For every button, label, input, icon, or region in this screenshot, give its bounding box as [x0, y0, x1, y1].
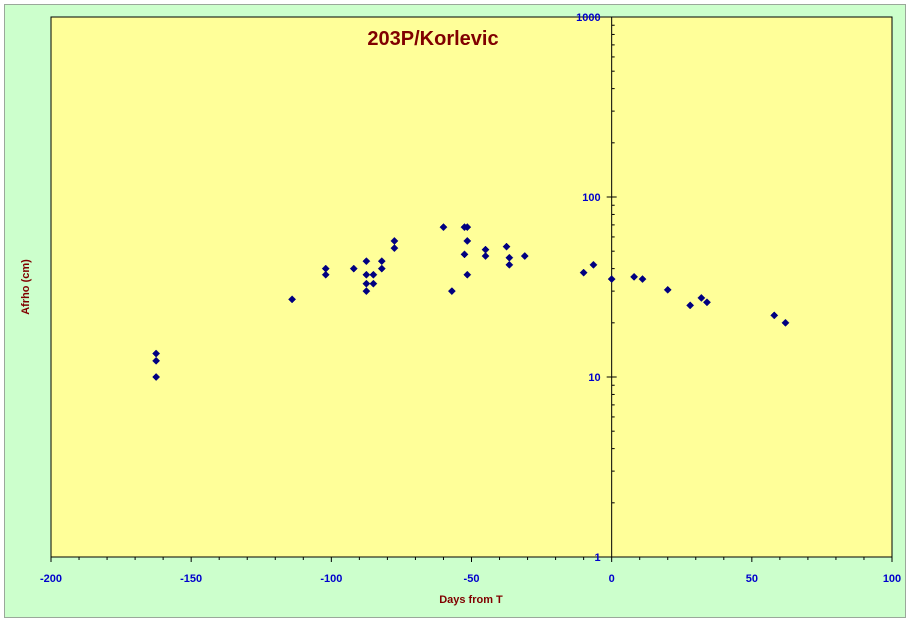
y-tick-label: 100 — [582, 192, 600, 204]
data-point — [781, 318, 790, 327]
data-point — [703, 298, 711, 307]
data-point — [390, 244, 399, 253]
data-point — [638, 275, 647, 284]
y-axis-ticks: 1 10 100 1000 — [576, 12, 617, 564]
data-point — [377, 264, 386, 273]
x-tick-label: 0 — [609, 573, 615, 585]
y-tick-label: 10 — [588, 372, 600, 384]
data-point — [288, 295, 297, 304]
data-point — [463, 236, 472, 245]
data-point — [630, 272, 639, 281]
data-point — [369, 270, 378, 279]
x-tick-label: 100 — [883, 573, 901, 585]
data-point — [663, 285, 672, 294]
data-points — [152, 223, 790, 381]
data-point — [349, 264, 358, 273]
data-point — [607, 275, 616, 284]
data-point — [447, 287, 456, 296]
x-tick-label: 50 — [746, 573, 758, 585]
scatter-chart: -200 -150 -100 -50 0 50 100 1 10 100 1000 203P/Ko… — [20, 12, 901, 606]
data-point — [686, 301, 695, 310]
x-tick-label: -50 — [464, 573, 480, 585]
data-point — [502, 242, 511, 251]
data-point — [460, 250, 469, 259]
y-axis-title: Afrho (cm) — [20, 259, 32, 315]
data-point — [362, 270, 371, 279]
x-tick-label: -100 — [320, 573, 342, 585]
data-point — [152, 356, 161, 365]
plot-area — [50, 16, 893, 558]
data-point — [439, 223, 448, 232]
x-axis: -200 -150 -100 -50 0 50 100 — [40, 557, 901, 585]
data-point — [770, 311, 779, 320]
x-tick-label: -150 — [180, 573, 202, 585]
data-point — [505, 260, 514, 269]
data-point — [463, 270, 472, 279]
data-point — [362, 257, 371, 266]
data-point — [520, 252, 529, 260]
data-point — [321, 270, 330, 279]
data-point — [697, 293, 706, 302]
data-point — [579, 268, 588, 277]
data-point — [481, 252, 490, 260]
chart-title: 203P/Korlevic — [367, 28, 498, 50]
data-point — [152, 373, 161, 381]
data-point — [463, 223, 472, 232]
x-tick-label: -200 — [40, 573, 62, 585]
y-tick-label: 1000 — [576, 12, 600, 24]
chart-area: -200 -150 -100 -50 0 50 100 1 10 100 1000 203P/Ko… — [4, 4, 906, 618]
data-point — [369, 279, 378, 288]
data-point — [362, 287, 371, 296]
data-point — [589, 260, 598, 269]
x-axis-title: Days from T — [439, 594, 503, 606]
y-tick-label: 1 — [595, 552, 601, 564]
